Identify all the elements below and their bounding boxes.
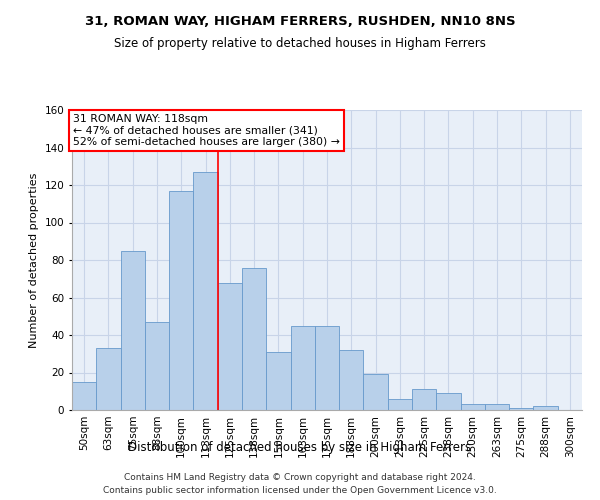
Bar bbox=[290, 326, 315, 410]
Bar bbox=[533, 406, 558, 410]
Text: Distribution of detached houses by size in Higham Ferrers: Distribution of detached houses by size … bbox=[128, 441, 472, 454]
Text: Contains HM Land Registry data © Crown copyright and database right 2024.: Contains HM Land Registry data © Crown c… bbox=[124, 474, 476, 482]
Bar bbox=[242, 268, 266, 410]
Y-axis label: Number of detached properties: Number of detached properties bbox=[29, 172, 39, 348]
Bar bbox=[193, 172, 218, 410]
Bar bbox=[461, 404, 485, 410]
Bar bbox=[339, 350, 364, 410]
Bar bbox=[218, 282, 242, 410]
Bar bbox=[96, 348, 121, 410]
Bar bbox=[364, 374, 388, 410]
Bar bbox=[121, 250, 145, 410]
Bar bbox=[169, 190, 193, 410]
Bar bbox=[436, 393, 461, 410]
Text: Contains public sector information licensed under the Open Government Licence v3: Contains public sector information licen… bbox=[103, 486, 497, 495]
Bar bbox=[388, 399, 412, 410]
Text: 31 ROMAN WAY: 118sqm
← 47% of detached houses are smaller (341)
52% of semi-deta: 31 ROMAN WAY: 118sqm ← 47% of detached h… bbox=[73, 114, 340, 147]
Bar bbox=[315, 326, 339, 410]
Bar bbox=[412, 390, 436, 410]
Text: Size of property relative to detached houses in Higham Ferrers: Size of property relative to detached ho… bbox=[114, 38, 486, 51]
Bar bbox=[145, 322, 169, 410]
Bar bbox=[509, 408, 533, 410]
Bar bbox=[485, 404, 509, 410]
Bar bbox=[72, 382, 96, 410]
Bar bbox=[266, 352, 290, 410]
Text: 31, ROMAN WAY, HIGHAM FERRERS, RUSHDEN, NN10 8NS: 31, ROMAN WAY, HIGHAM FERRERS, RUSHDEN, … bbox=[85, 15, 515, 28]
